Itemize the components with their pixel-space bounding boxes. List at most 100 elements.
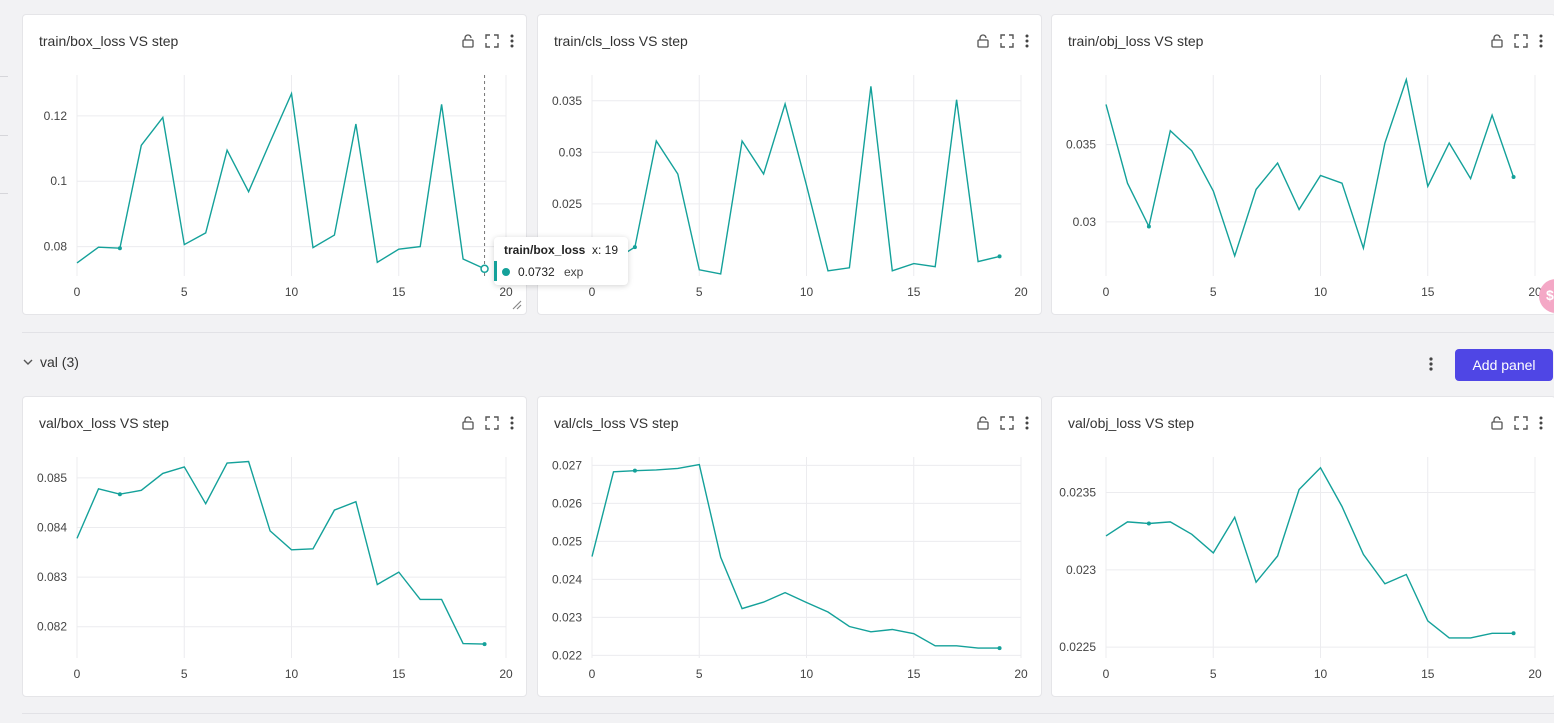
tooltip-series-dot	[502, 268, 510, 276]
tooltip-accent-bar	[494, 261, 497, 281]
more-vertical-icon[interactable]	[1537, 33, 1545, 49]
x-tick-label: 0	[74, 285, 81, 299]
fullscreen-icon[interactable]	[999, 33, 1015, 49]
data-point[interactable]	[997, 254, 1002, 259]
y-tick-label: 0.023	[552, 610, 582, 624]
x-tick-label: 20	[499, 667, 513, 681]
panel-actions	[975, 415, 1031, 431]
lock-icon[interactable]	[1489, 415, 1505, 431]
data-point[interactable]	[632, 245, 637, 250]
data-point[interactable]	[997, 646, 1002, 651]
y-tick-label: 0.023	[1066, 563, 1096, 577]
x-tick-label: 5	[1210, 667, 1217, 681]
section-header-val[interactable]: val (3)	[22, 354, 79, 370]
panel-actions	[460, 33, 516, 49]
lock-icon[interactable]	[460, 33, 476, 49]
data-point[interactable]	[632, 468, 637, 473]
hover-point	[480, 264, 489, 274]
kebab-dot	[1539, 416, 1543, 420]
y-tick-label: 0.083	[37, 570, 67, 584]
x-tick-label: 15	[1421, 285, 1435, 299]
line-chart: 0 5 10 15 20 0.022 0.023 0.024 0.025 0.026 0.027	[552, 457, 1028, 681]
x-tick-label: 10	[800, 285, 814, 299]
more-vertical-icon[interactable]	[1537, 415, 1545, 431]
kebab-dot	[1025, 416, 1029, 420]
kebab-dot	[1539, 34, 1543, 38]
data-point[interactable]	[1511, 175, 1516, 180]
data-point[interactable]	[1146, 521, 1151, 526]
fullscreen-icon[interactable]	[1513, 33, 1529, 49]
kebab-dot	[1539, 44, 1543, 48]
y-tick-label: 0.027	[552, 458, 582, 472]
y-tick-label: 0.12	[44, 109, 68, 123]
panel-actions	[460, 415, 516, 431]
line-chart: 0 5 10 15 20 0.0225 0.023 0.0235	[1059, 457, 1542, 681]
x-tick-label: 15	[907, 667, 921, 681]
data-point[interactable]	[1146, 224, 1151, 229]
x-tick-label: 15	[907, 285, 921, 299]
lock-icon[interactable]	[975, 33, 991, 49]
more-vertical-icon[interactable]	[1023, 415, 1031, 431]
line-chart: 0 5 10 15 20 0.025 0.03 0.035	[552, 75, 1028, 299]
section-divider	[22, 332, 1554, 333]
x-tick-label: 5	[181, 667, 188, 681]
resize-handle-icon[interactable]	[510, 298, 522, 310]
lock-icon[interactable]	[1489, 33, 1505, 49]
lock-icon[interactable]	[975, 415, 991, 431]
tooltip-run: exp	[564, 265, 584, 279]
chart-panel-val-cls-loss: val/cls_loss VS step 0 5 10 15 20 0.022 0.023 0.…	[537, 396, 1042, 697]
x-tick-label: 20	[1528, 285, 1542, 299]
fullscreen-icon[interactable]	[484, 33, 500, 49]
series-line-exp[interactable]	[591, 463, 1000, 649]
y-tick-label: 0.0225	[1059, 640, 1096, 654]
y-tick-label: 0.025	[552, 534, 582, 548]
series-line-exp[interactable]	[1105, 466, 1514, 639]
y-tick-label: 0.035	[552, 94, 582, 108]
more-vertical-icon[interactable]	[508, 33, 516, 49]
x-tick-label: 10	[800, 667, 814, 681]
data-point[interactable]	[117, 246, 122, 251]
more-vertical-icon[interactable]	[508, 415, 516, 431]
x-tick-label: 10	[1314, 667, 1328, 681]
series-line-exp[interactable]	[76, 460, 485, 645]
x-tick-label: 20	[499, 285, 513, 299]
left-edge	[0, 0, 8, 723]
y-tick-label: 0.1	[50, 174, 67, 188]
fullscreen-icon[interactable]	[484, 415, 500, 431]
fullscreen-corners	[1514, 416, 1528, 430]
lock-shackle	[1493, 34, 1501, 40]
y-tick-label: 0.03	[1073, 215, 1097, 229]
fullscreen-icon[interactable]	[1513, 415, 1529, 431]
lock-body	[977, 421, 989, 430]
add-panel-button[interactable]: Add panel	[1455, 349, 1553, 381]
left-divider	[0, 135, 8, 136]
x-tick-label: 10	[285, 667, 299, 681]
x-tick-label: 20	[1014, 285, 1028, 299]
lock-shackle	[979, 416, 987, 422]
kebab-dot	[1539, 39, 1543, 43]
floating-assistant-button[interactable]: $	[1539, 279, 1554, 313]
lock-icon[interactable]	[460, 415, 476, 431]
x-tick-label: 15	[392, 667, 406, 681]
lock-body	[977, 39, 989, 48]
data-point[interactable]	[482, 642, 487, 647]
y-tick-label: 0.026	[552, 496, 582, 510]
data-point[interactable]	[1511, 631, 1516, 636]
y-tick-label: 0.03	[559, 145, 583, 159]
series-line-exp[interactable]	[76, 91, 485, 270]
data-point[interactable]	[117, 492, 122, 497]
y-tick-label: 0.0235	[1059, 486, 1096, 500]
lock-shackle	[464, 34, 472, 40]
chart-panel-val-box-loss: val/box_loss VS step 0 5 10 15 20 0.082 0.083 0.…	[22, 396, 527, 697]
panel-title: val/box_loss VS step	[39, 415, 169, 431]
series-line-exp[interactable]	[1105, 76, 1515, 259]
fullscreen-corners	[485, 34, 499, 48]
fullscreen-corners	[1000, 416, 1014, 430]
fullscreen-icon[interactable]	[999, 415, 1015, 431]
x-tick-label: 15	[1421, 667, 1435, 681]
series-line-exp[interactable]	[591, 86, 1000, 275]
more-vertical-icon[interactable]	[1424, 354, 1438, 374]
more-vertical-icon[interactable]	[1023, 33, 1031, 49]
x-tick-label: 0	[589, 667, 596, 681]
kebab-dot	[1539, 426, 1543, 430]
